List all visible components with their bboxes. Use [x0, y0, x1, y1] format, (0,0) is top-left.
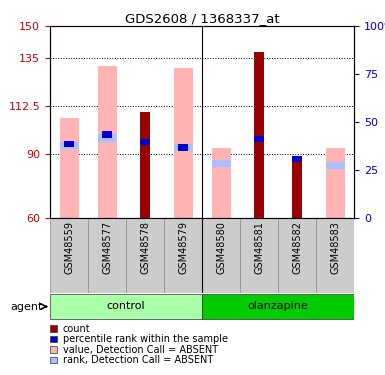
- Bar: [174, 68, 192, 218]
- Text: percentile rank within the sample: percentile rank within the sample: [63, 334, 228, 344]
- Text: GSM48578: GSM48578: [140, 221, 150, 274]
- Bar: [240, 217, 278, 292]
- Bar: [50, 217, 88, 292]
- Bar: [102, 132, 112, 138]
- Bar: [141, 139, 150, 145]
- Text: GSM48579: GSM48579: [178, 221, 188, 274]
- Bar: [212, 148, 231, 217]
- Bar: [141, 112, 150, 218]
- Text: GSM48580: GSM48580: [216, 221, 226, 274]
- Title: GDS2608 / 1368337_at: GDS2608 / 1368337_at: [125, 12, 280, 25]
- Bar: [202, 217, 240, 292]
- Bar: [97, 66, 117, 218]
- Text: rank, Detection Call = ABSENT: rank, Detection Call = ABSENT: [63, 355, 213, 365]
- Bar: [97, 134, 117, 141]
- Text: olanzapine: olanzapine: [248, 301, 308, 311]
- Bar: [60, 118, 79, 218]
- Bar: [212, 160, 231, 167]
- Bar: [278, 217, 316, 292]
- Bar: [202, 294, 354, 319]
- Bar: [254, 52, 264, 217]
- Bar: [293, 156, 302, 162]
- Text: agent: agent: [10, 302, 42, 312]
- Bar: [178, 144, 188, 150]
- Bar: [326, 162, 345, 169]
- Bar: [174, 144, 192, 151]
- Bar: [50, 294, 202, 319]
- Bar: [60, 141, 79, 149]
- Bar: [326, 148, 345, 217]
- Text: GSM48577: GSM48577: [102, 221, 112, 274]
- Text: value, Detection Call = ABSENT: value, Detection Call = ABSENT: [63, 345, 218, 354]
- Text: GSM48582: GSM48582: [292, 221, 302, 274]
- Bar: [316, 217, 354, 292]
- Bar: [64, 141, 74, 147]
- Bar: [88, 217, 126, 292]
- Text: GSM48583: GSM48583: [330, 221, 340, 274]
- Bar: [164, 217, 202, 292]
- Text: count: count: [63, 324, 90, 333]
- Text: GSM48559: GSM48559: [64, 221, 74, 274]
- Text: control: control: [107, 301, 146, 311]
- Bar: [293, 159, 302, 218]
- Bar: [254, 136, 264, 142]
- Bar: [126, 217, 164, 292]
- Text: GSM48581: GSM48581: [254, 221, 264, 274]
